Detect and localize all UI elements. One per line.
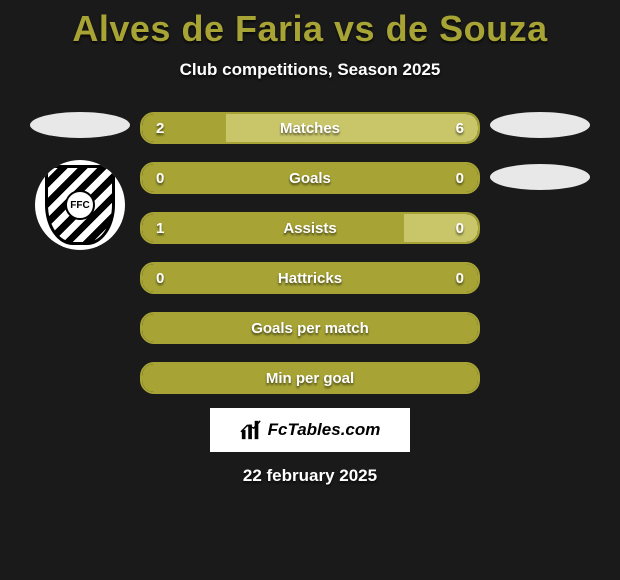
stat-label: Matches bbox=[280, 120, 340, 137]
player-right-placeholder-ellipse-1 bbox=[490, 112, 590, 138]
bar-fill-right bbox=[404, 214, 478, 242]
badge-initials: FFC bbox=[65, 190, 95, 220]
stat-value-right: 0 bbox=[456, 264, 464, 292]
stat-bar: 1 0 Assists bbox=[140, 212, 480, 244]
brand-box: FcTables.com bbox=[210, 408, 410, 452]
page-title: Alves de Faria vs de Souza bbox=[0, 8, 620, 50]
stat-label: Min per goal bbox=[266, 370, 354, 387]
stat-bar: Min per goal bbox=[140, 362, 480, 394]
bar-chart-icon bbox=[240, 419, 262, 441]
stat-label: Goals bbox=[289, 170, 331, 187]
brand-text: FcTables.com bbox=[268, 420, 381, 440]
footer-date: 22 february 2025 bbox=[0, 466, 620, 486]
stat-value-left: 1 bbox=[156, 214, 164, 242]
right-column bbox=[480, 112, 600, 212]
shield-icon: FFC bbox=[45, 165, 115, 245]
brand-label: FcTables.com bbox=[240, 419, 381, 441]
stat-value-right: 6 bbox=[456, 114, 464, 142]
stat-value-right: 0 bbox=[456, 214, 464, 242]
content-row: FFC 2 6 Matches 0 0 Goals 1 0 Assists 0 0 Hattricks… bbox=[0, 112, 620, 394]
stat-bar: 2 6 Matches bbox=[140, 112, 480, 144]
club-badge-left: FFC bbox=[35, 160, 125, 250]
stat-bar: Goals per match bbox=[140, 312, 480, 344]
bar-fill-right bbox=[226, 114, 478, 142]
stat-value-left: 0 bbox=[156, 164, 164, 192]
stat-label: Goals per match bbox=[251, 320, 369, 337]
stats-card: Alves de Faria vs de Souza Club competit… bbox=[0, 8, 620, 580]
stat-label: Assists bbox=[283, 220, 336, 237]
left-column: FFC bbox=[20, 112, 140, 250]
bar-fill-left bbox=[142, 114, 226, 142]
page-subtitle: Club competitions, Season 2025 bbox=[0, 60, 620, 80]
bar-fill-left bbox=[142, 214, 404, 242]
stat-value-left: 2 bbox=[156, 114, 164, 142]
stat-value-right: 0 bbox=[456, 164, 464, 192]
stat-value-left: 0 bbox=[156, 264, 164, 292]
stat-bar: 0 0 Hattricks bbox=[140, 262, 480, 294]
stat-bar: 0 0 Goals bbox=[140, 162, 480, 194]
stat-label: Hattricks bbox=[278, 270, 342, 287]
stat-bars: 2 6 Matches 0 0 Goals 1 0 Assists 0 0 Hattricks Goal… bbox=[140, 112, 480, 394]
player-left-placeholder-ellipse bbox=[30, 112, 130, 138]
player-right-placeholder-ellipse-2 bbox=[490, 164, 590, 190]
